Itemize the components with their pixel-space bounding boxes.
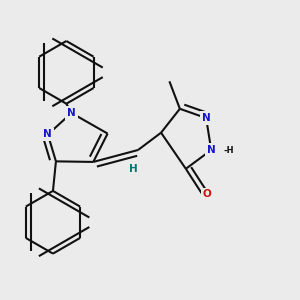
Text: H: H [129, 164, 138, 173]
Text: N: N [67, 108, 76, 118]
Text: O: O [203, 189, 212, 199]
Text: -H: -H [223, 146, 234, 155]
Text: N: N [202, 113, 211, 123]
Text: N: N [207, 145, 216, 155]
Text: N: N [44, 130, 52, 140]
